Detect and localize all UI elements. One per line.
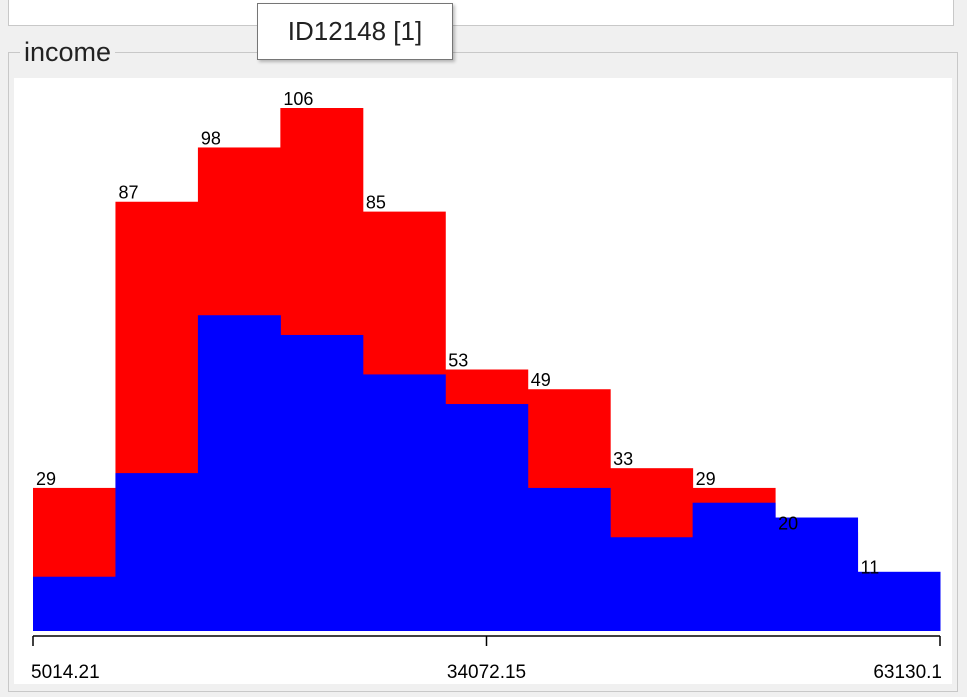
x-tick-label-1: 34072.15 xyxy=(447,662,526,683)
bar-label-10: 11 xyxy=(861,558,880,578)
top-panel xyxy=(8,0,954,26)
bar-label-9: 20 xyxy=(778,513,798,533)
tooltip: ID12148 [1] xyxy=(257,3,453,60)
x-axis: 5014.21 34072.15 63130.1 xyxy=(31,635,942,683)
histogram-chart: 29 87 98 106 85 53 49 33 29 20 11 5014.21 34072.15 6… xyxy=(31,89,942,683)
bar-label-1: 87 xyxy=(118,183,138,203)
x-tick-label-2: 63130.1 xyxy=(873,662,942,683)
subset-bar-3[interactable] xyxy=(280,334,364,631)
x-tick-label-0: 5014.21 xyxy=(31,662,100,683)
subset-bar-0[interactable] xyxy=(33,576,116,631)
subset-bars xyxy=(33,315,941,631)
bar-label-3: 106 xyxy=(283,89,313,109)
bar-label-6: 49 xyxy=(531,370,551,390)
subset-bar-8[interactable] xyxy=(692,502,776,631)
income-groupbox xyxy=(8,52,958,692)
panel-title: income xyxy=(20,36,116,68)
bar-label-0: 29 xyxy=(36,469,56,489)
subset-bar-10[interactable] xyxy=(857,571,941,631)
subset-bar-4[interactable] xyxy=(362,374,446,631)
subset-bar-5[interactable] xyxy=(445,404,529,631)
histogram-plot[interactable]: 29 87 98 106 85 53 49 33 29 20 11 5014.21 34072.15 6… xyxy=(14,78,952,684)
subset-bar-6[interactable] xyxy=(527,487,611,631)
bar-labels: 29 87 98 106 85 53 49 33 29 20 11 xyxy=(36,89,879,578)
subset-bar-2[interactable] xyxy=(197,315,281,631)
bar-label-2: 98 xyxy=(201,128,221,148)
bar-label-5: 53 xyxy=(448,351,468,371)
bar-label-7: 33 xyxy=(613,449,633,469)
bar-label-4: 85 xyxy=(366,193,386,213)
subset-bar-1[interactable] xyxy=(115,473,199,631)
subset-bar-9[interactable] xyxy=(775,517,859,631)
bar-label-8: 29 xyxy=(696,469,716,489)
subset-bar-7[interactable] xyxy=(610,537,694,631)
